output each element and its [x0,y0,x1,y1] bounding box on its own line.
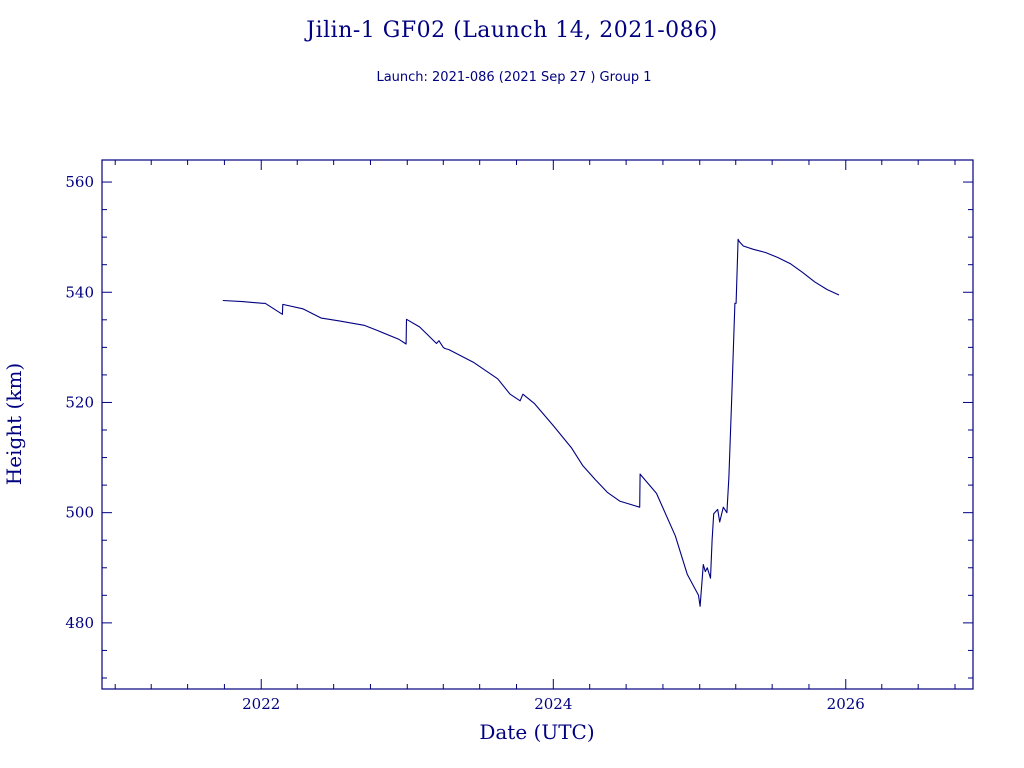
y-tick-label: 500 [65,504,94,522]
plot-frame [101,159,974,690]
chart-title: Jilin-1 GF02 (Launch 14, 2021-086) [304,18,717,43]
x-tick-labels: 2022 2024 2026 [242,695,865,713]
x-tick-label: 2026 [827,695,865,713]
y-tick-label: 520 [65,393,94,411]
y-tick-label: 560 [65,173,94,191]
y-tick-label: 540 [65,283,94,301]
x-tick-label: 2024 [534,695,572,713]
y-axis-label: Height (km) [2,363,26,485]
axis-ticks [102,160,973,689]
y-tick-label: 480 [65,614,94,632]
y-tick-labels: 480 500 520 540 560 [65,173,94,632]
x-axis-label: Date (UTC) [479,720,594,744]
height-series-line [222,238,840,607]
chart-subtitle: Launch: 2021-086 (2021 Sep 27 ) Group 1 [376,70,651,85]
x-tick-label: 2022 [242,695,280,713]
